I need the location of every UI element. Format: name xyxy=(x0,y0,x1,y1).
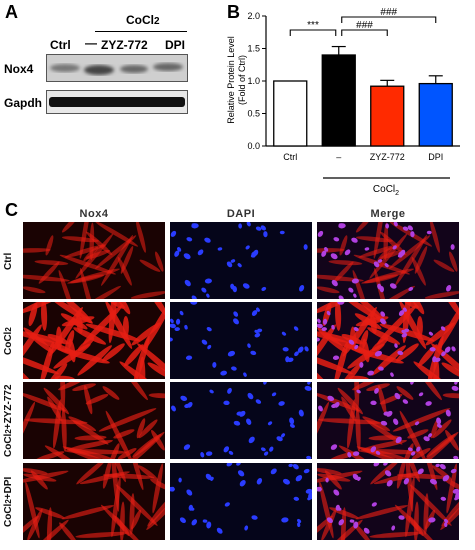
micrograph-cocl2-zyz772-merge xyxy=(317,382,459,459)
gapdh-bands xyxy=(49,97,185,107)
treatment-header-text: CoCl2 xyxy=(126,13,160,27)
sig-cocl2-vs-zyz-label: ### xyxy=(356,20,373,31)
row-label-nox4: Nox4 xyxy=(4,62,34,76)
sig-cocl2-vs-dpi-bracket xyxy=(341,16,437,23)
col-header-nox4: Nox4 xyxy=(79,208,109,220)
sig-cocl2-vs-zyz-bracket xyxy=(341,29,388,36)
row-label-gapdh: Gapdh xyxy=(4,96,42,110)
y-axis-label: Relative Protein Level (Fold of Ctrl) xyxy=(226,36,247,124)
micrograph-cocl2-zyz772-nox4 xyxy=(23,382,165,459)
row-header-cocl2-dpi: CoCl2+DPI xyxy=(3,476,14,528)
bar-3 xyxy=(370,85,405,147)
nox4-band-dpi xyxy=(153,63,183,71)
x-tick-label: Ctrl xyxy=(283,152,297,162)
bar-4 xyxy=(418,82,453,147)
row-header-ctrl: Ctrl xyxy=(3,252,14,270)
sig-cocl2-vs-dpi-label: ### xyxy=(380,7,397,18)
micrograph-ctrl-merge xyxy=(317,222,459,299)
y-tick-label: 0.5 xyxy=(247,109,260,119)
nox4-band-cocl2 xyxy=(84,65,114,75)
y-axis-label-line1: Relative Protein Level xyxy=(226,36,236,124)
micrograph-cocl2-nox4 xyxy=(23,302,165,379)
micrograph-cocl2-dpi-dapi xyxy=(170,463,312,540)
micrograph-cocl2-dapi xyxy=(170,302,312,379)
row-header-cocl2-zyz772: CoCl2+ZYZ-772 xyxy=(3,384,14,458)
panel-a-letter: A xyxy=(5,2,18,22)
lane-label-zyz772: ZYZ-772 xyxy=(101,38,148,52)
micrograph-cocl2-zyz772-dapi xyxy=(170,382,312,459)
nox4-band-zyz xyxy=(120,65,148,73)
gapdh-blot xyxy=(46,90,188,114)
protein-level-bar-chart: Relative Protein Level (Fold of Ctrl) 0.… xyxy=(226,7,460,197)
panel-c-letter: C xyxy=(5,200,18,220)
lane-label-ctrl: Ctrl xyxy=(50,38,71,52)
bar-2 xyxy=(321,54,356,147)
y-tick-label: 0.0 xyxy=(247,141,260,151)
treatment-header-line xyxy=(95,31,187,32)
col-header-dapi: DAPI xyxy=(226,208,256,220)
x-tick-label: – xyxy=(336,152,341,162)
nox4-band-ctrl xyxy=(50,64,80,72)
bar-1 xyxy=(273,80,308,147)
sig-ctrl-vs-cocl2-bracket xyxy=(289,29,337,36)
nox4-bands xyxy=(50,63,183,75)
treatment-header: CoCl2 xyxy=(126,13,160,27)
x-tick-label: ZYZ-772 xyxy=(370,152,405,162)
x-tick-label: DPI xyxy=(428,152,443,162)
micrograph-cocl2-dpi-nox4 xyxy=(23,463,165,540)
micrograph-ctrl-dapi xyxy=(170,222,312,299)
panel-b-letter: B xyxy=(227,2,240,22)
y-tick-label: 1.0 xyxy=(247,76,260,86)
row-header-cocl2: CoCl2 xyxy=(3,327,14,355)
sig-ctrl-vs-cocl2-label: *** xyxy=(307,20,319,31)
micrograph-cocl2-merge xyxy=(317,302,459,379)
micrograph-ctrl-nox4 xyxy=(23,222,165,299)
micrograph-cocl2-dpi-merge xyxy=(317,463,459,540)
lane-label-cocl2: — xyxy=(85,36,97,50)
cocl2-group-label: CoCl2 xyxy=(373,184,399,197)
lane-label-dpi: DPI xyxy=(165,38,186,52)
y-axis-label-line2: (Fold of Ctrl) xyxy=(237,55,247,105)
col-header-merge: Merge xyxy=(370,208,406,220)
nox4-blot xyxy=(46,54,188,82)
y-tick-label: 2.0 xyxy=(247,11,260,21)
y-tick-label: 1.5 xyxy=(247,44,260,54)
